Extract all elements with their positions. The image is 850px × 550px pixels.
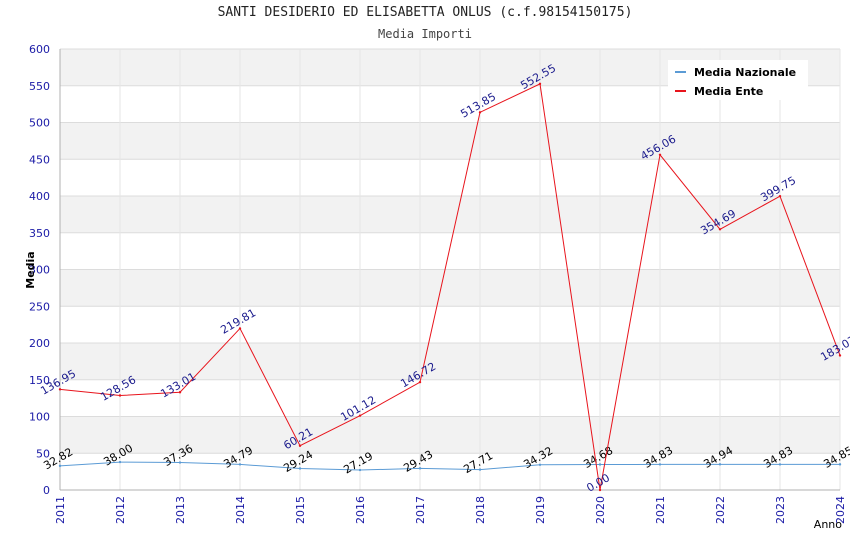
- x-tick-label: 2018: [474, 496, 487, 524]
- y-tick-label: 350: [29, 227, 50, 240]
- data-point-media-ente: [478, 111, 482, 114]
- data-point-media-ente: [778, 194, 782, 198]
- data-point-media-ente: [178, 391, 182, 394]
- data-label-media-ente: 136.95: [38, 367, 78, 398]
- grid-band: [60, 416, 840, 454]
- data-point-media-ente: [298, 444, 302, 447]
- data-point-media-nazionale: [598, 463, 602, 466]
- x-tick-label: 2014: [234, 496, 247, 524]
- data-point-media-nazionale: [358, 468, 362, 472]
- grid-band: [60, 122, 840, 160]
- legend-box: [668, 60, 808, 100]
- data-point-media-ente: [58, 388, 62, 391]
- y-tick-label: 500: [29, 117, 50, 130]
- data-point-media-ente: [538, 82, 542, 86]
- data-point-media-ente: [418, 380, 422, 384]
- y-tick-label: 550: [29, 80, 50, 93]
- data-point-media-nazionale: [538, 463, 542, 466]
- x-tick-label: 2022: [714, 496, 727, 524]
- grid-band: [60, 196, 840, 233]
- x-tick-label: 2020: [594, 496, 607, 524]
- x-tick-label: 2024: [834, 496, 847, 524]
- y-tick-label: 250: [29, 300, 50, 313]
- data-point-media-nazionale: [178, 461, 182, 464]
- x-tick-label: 2016: [354, 496, 367, 524]
- data-point-media-ente: [838, 354, 842, 357]
- y-tick-label: 100: [29, 411, 50, 424]
- y-tick-label: 50: [36, 447, 50, 460]
- x-tick-label: 2021: [654, 496, 667, 524]
- data-point-media-nazionale: [478, 468, 482, 471]
- x-tick-label: 2023: [774, 496, 787, 524]
- data-point-media-ente: [598, 488, 602, 492]
- grid-band: [60, 269, 840, 307]
- x-tick-label: 2015: [294, 496, 307, 524]
- chart-title: SANTI DESIDERIO ED ELISABETTA ONLUS (c.f…: [217, 5, 633, 20]
- data-label-media-ente: 513.85: [458, 90, 498, 121]
- y-tick-label: 0: [43, 484, 50, 497]
- y-axis-label: Media: [24, 251, 37, 288]
- grid-band: [60, 343, 840, 380]
- data-point-media-nazionale: [118, 460, 122, 464]
- series-line-media-nazionale: [59, 461, 841, 471]
- data-point-media-nazionale: [418, 467, 422, 470]
- x-tick-label: 2011: [54, 496, 67, 524]
- data-point-media-ente: [358, 414, 362, 417]
- data-point-media-nazionale: [298, 467, 302, 470]
- chart-subtitle: Media Importi: [378, 27, 472, 41]
- data-point-media-ente: [658, 153, 662, 156]
- y-tick-label: 600: [29, 43, 50, 56]
- data-label-media-ente: 0.00: [584, 471, 612, 495]
- data-point-media-nazionale: [238, 463, 242, 466]
- legend-label: Media Ente: [694, 85, 763, 98]
- x-tick-label: 2012: [114, 496, 127, 524]
- y-tick-label: 300: [29, 264, 50, 277]
- legend: Media Nazionale Media Ente: [668, 60, 808, 100]
- data-point-media-ente: [118, 394, 122, 397]
- x-tick-label: 2019: [534, 496, 547, 524]
- data-point-media-nazionale: [718, 463, 722, 466]
- x-axis-label: Anno: [814, 518, 842, 531]
- y-tick-label: 200: [29, 337, 50, 350]
- y-tick-label: 150: [29, 374, 50, 387]
- y-tick-label: 400: [29, 190, 50, 203]
- x-tick-label: 2017: [414, 496, 427, 524]
- data-point-media-nazionale: [658, 463, 662, 466]
- legend-label: Media Nazionale: [694, 66, 796, 79]
- y-tick-label: 450: [29, 153, 50, 166]
- data-point-media-ente: [238, 327, 242, 330]
- x-tick-label: 2013: [174, 496, 187, 524]
- data-point-media-ente: [718, 228, 722, 231]
- data-point-media-nazionale: [838, 463, 842, 466]
- data-point-media-nazionale: [58, 464, 62, 468]
- data-point-media-nazionale: [778, 463, 782, 466]
- series-line-media-ente: [59, 83, 841, 491]
- data-label-media-ente: 219.81: [218, 306, 258, 337]
